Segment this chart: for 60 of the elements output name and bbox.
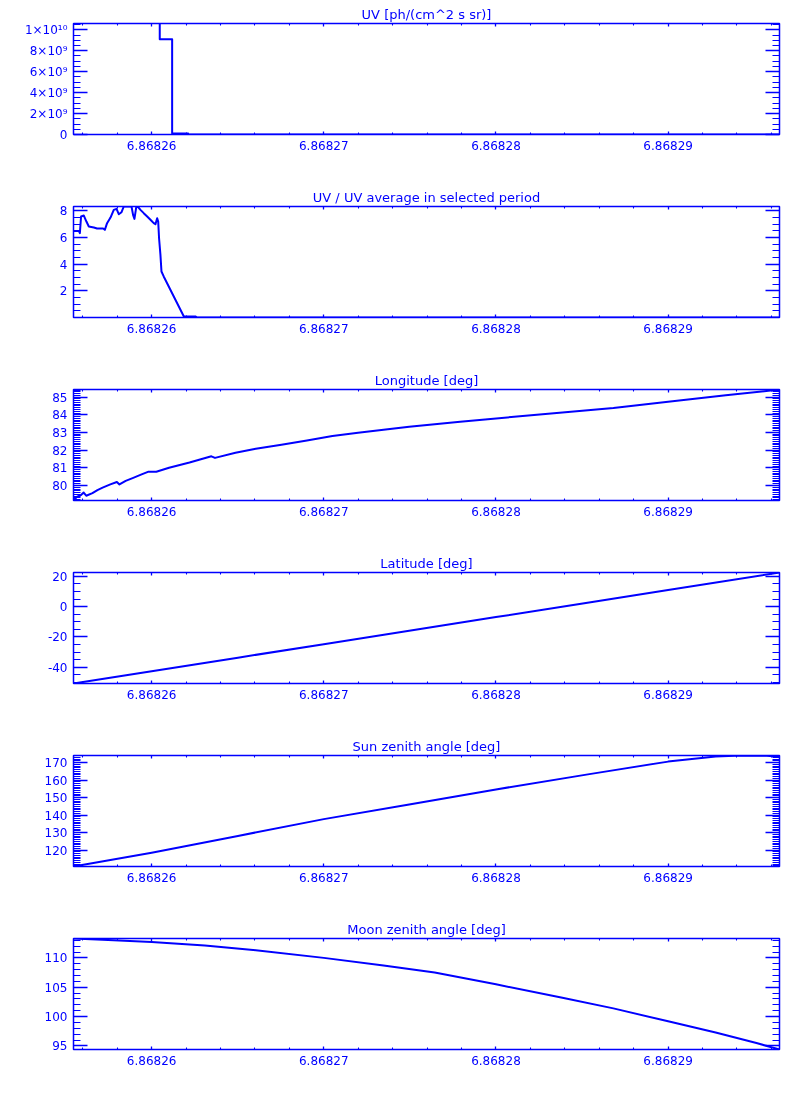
x-tick-label: 6.86829 (643, 321, 693, 336)
y-tick-label: 0 (59, 600, 68, 615)
x-tick-label: 6.86828 (471, 1053, 521, 1068)
y-tick-label: 1×10¹⁰ (24, 22, 68, 37)
y-tick-label: 8 (59, 204, 68, 219)
x-tick-label: 6.86827 (299, 138, 349, 153)
y-tick-label: 4 (59, 257, 68, 272)
y-tick-label: 81 (52, 461, 68, 476)
x-tick-label: 6.86829 (643, 138, 693, 153)
y-tick-label: 95 (52, 1039, 68, 1054)
y-tick-label: 85 (52, 390, 68, 405)
x-tick-label: 6.86826 (126, 321, 177, 336)
chart-title: Moon zenith angle [deg] (347, 921, 506, 937)
x-tick-label: 6.86827 (299, 321, 349, 336)
x-tick-label: 6.86829 (643, 870, 693, 885)
x-tick-label: 6.86828 (471, 504, 521, 519)
y-tick-label: 20 (52, 569, 68, 584)
x-tick-label: 6.86828 (471, 870, 521, 885)
chart-title: Sun zenith angle [deg] (352, 738, 501, 754)
x-tick-label: 6.86827 (299, 687, 349, 702)
x-tick-label: 6.86826 (126, 138, 177, 153)
y-tick-label: 105 (44, 980, 68, 995)
y-tick-label: 120 (44, 843, 68, 858)
y-tick-label: 170 (44, 756, 68, 771)
x-tick-label: 6.86828 (471, 138, 521, 153)
x-tick-label: 6.86827 (299, 870, 349, 885)
y-tick-label: 6×10⁹ (29, 64, 68, 79)
y-tick-label: 140 (44, 808, 68, 823)
x-tick-label: 6.86827 (299, 1053, 349, 1068)
y-tick-label: 2×10⁹ (29, 106, 68, 121)
y-tick-label: 2 (59, 284, 68, 299)
chart-title: UV / UV average in selected period (312, 189, 541, 205)
x-tick-label: 6.86827 (299, 504, 349, 519)
y-tick-label: -40 (47, 660, 68, 675)
y-tick-label: 160 (44, 773, 68, 788)
y-tick-label: 84 (52, 408, 68, 423)
chart-title: UV [ph/(cm^2 s sr)] (361, 6, 492, 22)
x-tick-label: 6.86829 (643, 504, 693, 519)
chart-title: Longitude [deg] (374, 372, 479, 388)
y-tick-label: 80 (52, 478, 68, 493)
y-tick-label: 0 (59, 127, 68, 142)
x-tick-label: 6.86829 (643, 687, 693, 702)
y-tick-label: -20 (47, 630, 68, 645)
x-tick-label: 6.86829 (643, 1053, 693, 1068)
x-tick-label: 6.86826 (126, 687, 177, 702)
chart-title: Latitude [deg] (380, 555, 473, 571)
y-tick-label: 100 (44, 1010, 68, 1025)
x-tick-label: 6.86826 (126, 1053, 177, 1068)
y-tick-label: 83 (52, 425, 68, 440)
x-tick-label: 6.86826 (126, 504, 177, 519)
y-tick-label: 110 (44, 951, 68, 966)
y-tick-label: 4×10⁹ (29, 85, 68, 100)
y-tick-label: 130 (44, 826, 68, 841)
y-tick-label: 8×10⁹ (29, 43, 68, 58)
y-tick-label: 6 (59, 231, 68, 246)
y-tick-label: 82 (52, 443, 68, 458)
y-tick-label: 150 (44, 791, 68, 806)
x-tick-label: 6.86828 (471, 321, 521, 336)
x-tick-label: 6.86828 (471, 687, 521, 702)
x-tick-label: 6.86826 (126, 870, 177, 885)
